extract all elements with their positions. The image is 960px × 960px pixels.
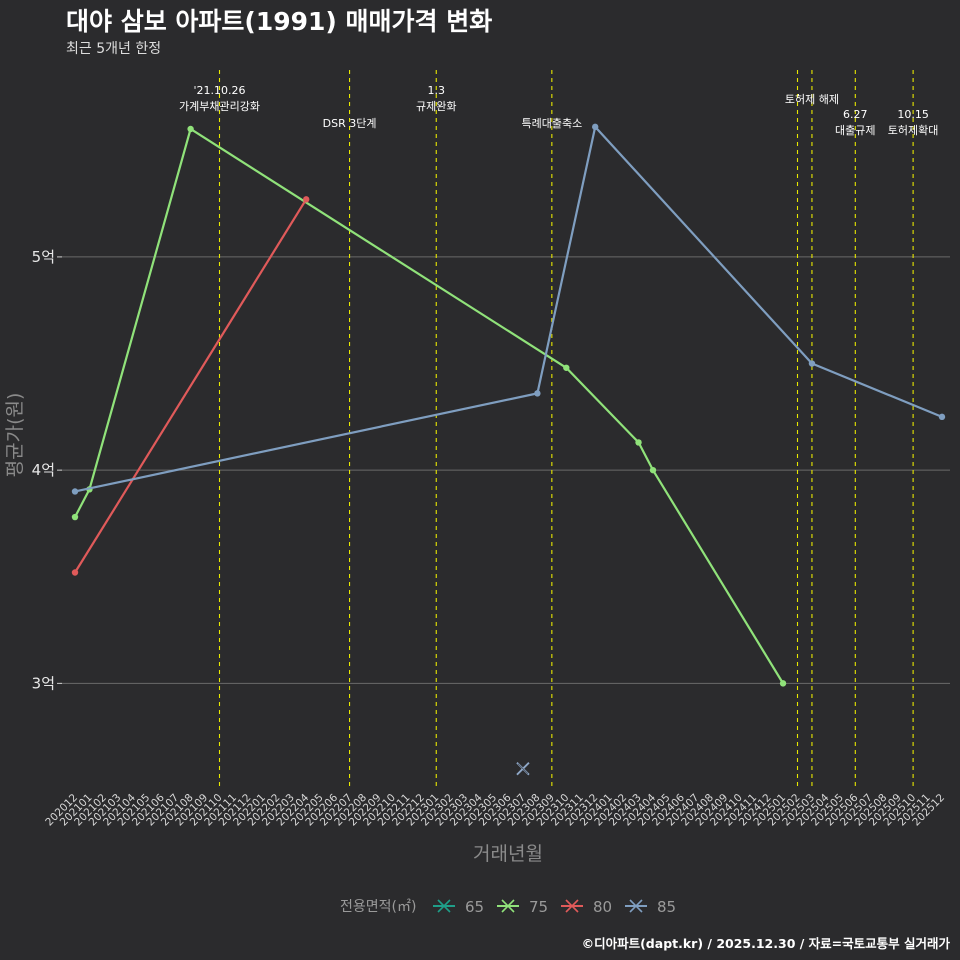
event-label: '21.10.26 bbox=[193, 84, 245, 97]
legend-title: 전용면적(㎡) bbox=[340, 899, 416, 915]
series-layer bbox=[71, 123, 946, 776]
event-label: DSR 3단계 bbox=[323, 117, 377, 130]
event-label: 토허제확대 bbox=[888, 124, 939, 137]
axis-layer: 3억4억5억2020122021012021022021032021042021… bbox=[4, 248, 947, 865]
data-point-75 bbox=[563, 364, 570, 371]
legend-label-85: 85 bbox=[657, 898, 676, 916]
event-label: 특례대출축소 bbox=[521, 117, 582, 130]
event-label: 1.3 bbox=[428, 84, 446, 97]
data-point-75 bbox=[635, 439, 642, 446]
data-point-75 bbox=[649, 466, 657, 474]
data-point-80 bbox=[71, 569, 79, 576]
legend-label-65: 65 bbox=[465, 898, 484, 916]
data-point-80 bbox=[303, 196, 310, 203]
y-tick-label: 4억 bbox=[32, 461, 55, 479]
y-tick-label: 5억 bbox=[32, 248, 55, 266]
data-point-75 bbox=[187, 125, 194, 133]
chart-subtitle: 최근 5개년 한정 bbox=[66, 41, 162, 57]
series-line-85 bbox=[74, 125, 943, 493]
grid-layer bbox=[60, 256, 950, 684]
data-point-85 bbox=[71, 488, 79, 495]
event-label: 토허제 해제 bbox=[785, 92, 839, 106]
legend-swatch-80 bbox=[565, 899, 579, 913]
source-caption: ©디아파트(dapt.kr) / 2025.12.30 / 자료=국토교통부 실… bbox=[581, 936, 950, 951]
y-tick-label: 3억 bbox=[32, 674, 55, 692]
legend-layer: 전용면적(㎡) 65 75 80 85 bbox=[340, 898, 676, 916]
legend-swatch-65 bbox=[437, 899, 451, 913]
legend-swatch-85 bbox=[629, 899, 643, 913]
event-label: 대출규제 bbox=[835, 124, 875, 137]
series-line-80 bbox=[74, 198, 308, 574]
x-axis-title: 거래년월 bbox=[473, 843, 543, 865]
legend-label-80: 80 bbox=[593, 898, 612, 916]
data-point-85 bbox=[938, 413, 946, 421]
data-point-75 bbox=[71, 513, 79, 521]
event-label: 규제완화 bbox=[416, 100, 456, 113]
event-label: 10.15 bbox=[897, 108, 929, 121]
data-point-85 bbox=[592, 123, 599, 131]
legend-swatch-75 bbox=[501, 899, 515, 913]
series-line-75 bbox=[74, 127, 784, 684]
chart-title: 대야 삼보 아파트(1991) 매매가격 변화 bbox=[66, 7, 493, 36]
data-point-85 bbox=[534, 390, 541, 397]
event-label: 6.27 bbox=[843, 108, 868, 121]
event-label: 가계부채관리강화 bbox=[179, 100, 260, 113]
data-point-65 bbox=[517, 763, 529, 774]
legend-label-75: 75 bbox=[529, 898, 548, 916]
data-point-75 bbox=[779, 680, 787, 687]
data-point-85 bbox=[808, 360, 816, 367]
y-axis-title: 평균가(원) bbox=[4, 393, 26, 478]
